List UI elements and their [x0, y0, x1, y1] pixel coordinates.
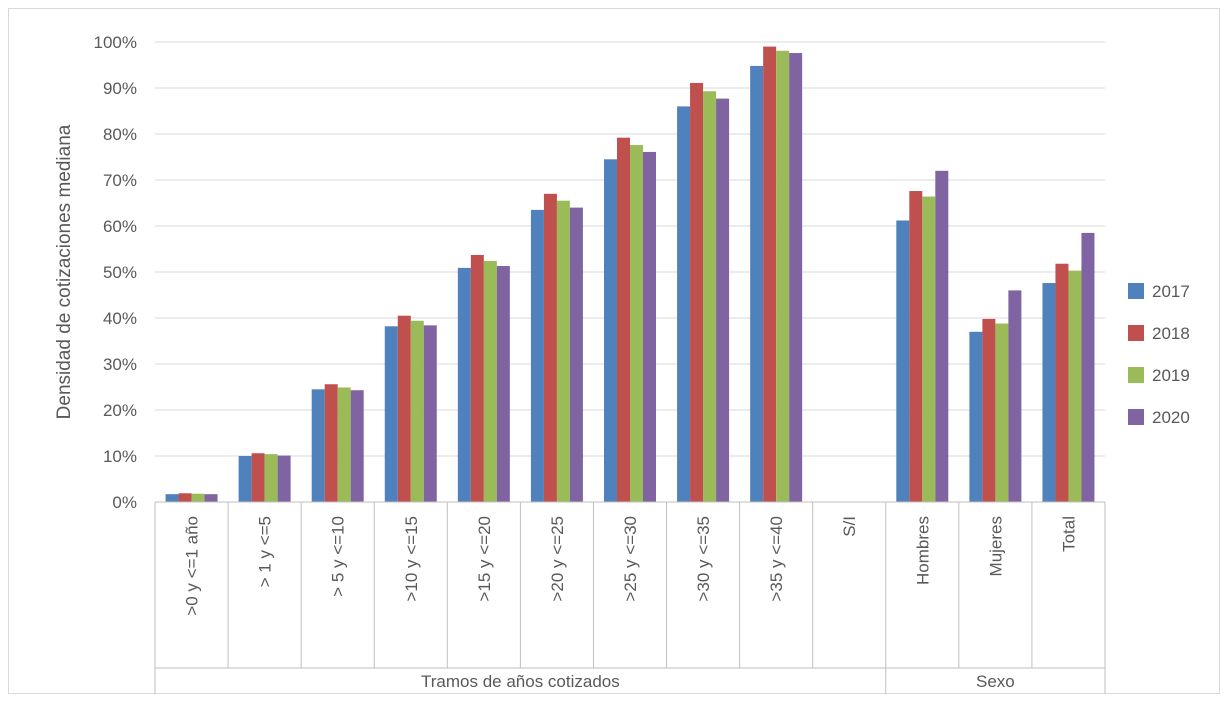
x-tick-label: >35 y <=40 — [767, 516, 786, 602]
x-tick-label: >10 y <=15 — [402, 516, 421, 602]
x-tick-label: >25 y <=30 — [621, 516, 640, 602]
bar-2018 — [617, 137, 630, 502]
bar-2017 — [238, 456, 252, 502]
x-tick-label: Mujeres — [986, 516, 1005, 576]
y-tick-label: 90% — [103, 79, 137, 98]
y-tick-label: 10% — [103, 447, 137, 466]
bar-2019 — [264, 454, 278, 502]
x-tick-label: > 1 y <=5 — [256, 516, 275, 587]
bar-2018 — [690, 82, 704, 502]
bar-2020 — [423, 325, 437, 502]
bar-2019 — [776, 50, 790, 503]
bar-2019 — [703, 91, 717, 502]
x-axis-ticks: >0 y <=1 año > 1 y <=5 > 5 y <=10 >10 y <=1… — [183, 516, 1079, 616]
bar-2020 — [496, 266, 510, 502]
bar-2017 — [384, 326, 398, 502]
bar-2020 — [350, 390, 364, 502]
bar-2020 — [1008, 290, 1022, 502]
bar-2017 — [457, 267, 471, 502]
x-tick-label: Total — [1059, 516, 1078, 552]
category-groups: Tramos de años cotizados Sexo — [154, 668, 1106, 694]
y-tick-label: 80% — [103, 125, 137, 144]
chart-frame — [8, 8, 1220, 694]
legend-label: 2017 — [1152, 282, 1190, 301]
bar-2017 — [677, 106, 691, 503]
y-tick-label: 20% — [103, 401, 137, 420]
bar-2018 — [982, 318, 996, 502]
bar-2019 — [556, 200, 570, 502]
bar-2018 — [763, 46, 777, 502]
bar-2018 — [178, 493, 192, 502]
bar-2018 — [909, 191, 923, 503]
x-tick-label: >15 y <=20 — [475, 516, 494, 602]
legend-swatch-2020 — [1128, 409, 1144, 425]
bar-2020 — [935, 170, 949, 503]
legend-swatch-2017 — [1128, 283, 1144, 299]
legend-label: 2019 — [1152, 366, 1190, 385]
bars — [165, 46, 1095, 503]
y-tick-label: 100% — [94, 33, 137, 52]
x-tick-label: >0 y <=1 año — [183, 516, 202, 616]
y-tick-label: 70% — [103, 171, 137, 190]
x-tick-label: >20 y <=25 — [548, 516, 567, 602]
x-tick-label: > 5 y <=10 — [329, 516, 348, 597]
bar-2017 — [1042, 283, 1056, 502]
bar-2019 — [410, 320, 424, 502]
bar-2017 — [969, 331, 983, 502]
y-axis-ticks: 0% 10% 20% 30% 40% 50% 60% 70% 80% 90% 100% — [94, 33, 137, 512]
bar-2019 — [1068, 270, 1082, 502]
bar-2017 — [896, 220, 910, 503]
bar-2019 — [483, 260, 497, 502]
legend-label: 2020 — [1152, 408, 1190, 427]
y-tick-label: 60% — [103, 217, 137, 236]
legend-swatch-2018 — [1128, 325, 1144, 341]
legend-label: 2018 — [1152, 324, 1190, 343]
bar-2020 — [643, 151, 656, 502]
legend: 2017 2018 2019 2020 — [1128, 282, 1190, 427]
bar-2019 — [922, 196, 936, 502]
bar-2017 — [165, 494, 179, 502]
bar-2019 — [191, 493, 205, 502]
bar-2020 — [204, 494, 218, 502]
bar-2018 — [324, 384, 338, 502]
axes — [154, 501, 1106, 669]
y-axis-title: Densidad de cotizaciones mediana — [54, 124, 75, 419]
y-tick-label: 0% — [112, 493, 137, 512]
bar-2017 — [604, 159, 617, 503]
y-tick-label: 30% — [103, 355, 137, 374]
bar-2020 — [277, 455, 291, 502]
bar-2020 — [716, 98, 730, 502]
bar-2020 — [789, 53, 803, 502]
y-tick-label: 50% — [103, 263, 137, 282]
bar-2018 — [1055, 263, 1069, 502]
x-tick-label: S/I — [840, 516, 859, 537]
y-tick-label: 40% — [103, 309, 137, 328]
group-label: Sexo — [976, 672, 1015, 691]
bar-2020 — [1081, 232, 1095, 502]
bar-2019 — [337, 387, 351, 502]
x-tick-label: Hombres — [913, 516, 932, 585]
bar-2019 — [630, 145, 643, 503]
bar-2017 — [750, 65, 764, 503]
bar-2018 — [251, 453, 265, 502]
bar-2017 — [311, 389, 325, 502]
bar-2018 — [470, 254, 484, 502]
bar-2018 — [397, 315, 411, 502]
bar-2018 — [543, 193, 557, 503]
legend-swatch-2019 — [1128, 367, 1144, 383]
bar-2017 — [530, 209, 544, 502]
x-tick-label: >30 y <=35 — [694, 516, 713, 602]
bar-2019 — [995, 323, 1009, 502]
bar-2020 — [569, 207, 583, 502]
group-label: Tramos de años cotizados — [421, 672, 620, 691]
